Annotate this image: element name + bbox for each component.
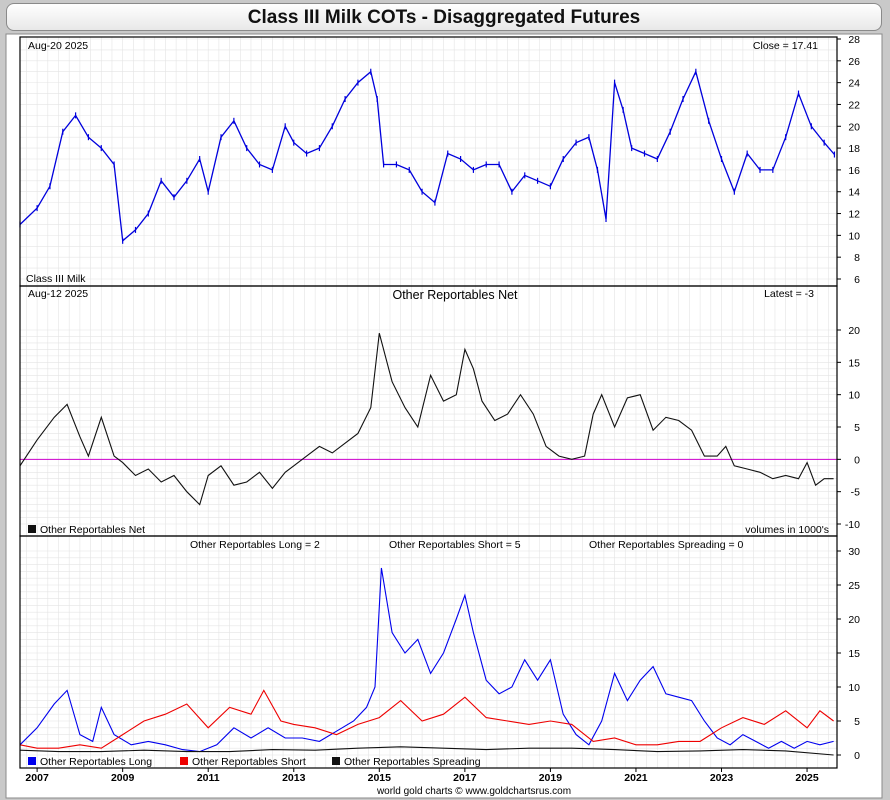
panel-2-title: Other Reportables Net (392, 288, 518, 302)
x-tick-label: 2015 (368, 772, 392, 784)
spreading-series-line (19, 746, 834, 756)
title-bar: Class III Milk COTs - Disaggregated Futu… (6, 3, 882, 31)
panel-1-name-label: Class III Milk (26, 273, 86, 285)
y-tick-label: 30 (848, 546, 860, 558)
panel-2-legend-label: Other Reportables Net (40, 524, 145, 536)
net-series-line (19, 333, 834, 506)
price-series-line (19, 69, 835, 243)
y-tick-label: -5 (851, 487, 860, 499)
y-tick-label: 8 (854, 252, 860, 264)
y-tick-label: 20 (848, 614, 860, 626)
y-tick-label: 12 (848, 209, 860, 221)
y-tick-label: 20 (848, 325, 860, 337)
legend-swatch-short (180, 757, 188, 765)
legend-swatch-spreading (332, 757, 340, 765)
y-tick-label: 10 (848, 390, 860, 402)
short-series-line (19, 689, 834, 749)
y-tick-label: 6 (854, 274, 860, 286)
footer-credit: world gold charts © www.goldchartsrus.co… (376, 786, 571, 797)
y-tick-label: 22 (848, 99, 860, 111)
legend-label-spreading: Other Reportables Spreading (344, 756, 481, 768)
y-tick-label: 26 (848, 56, 860, 68)
y-tick-label: 20 (848, 121, 860, 133)
x-tick-label: 2023 (710, 772, 734, 784)
long-series-line (19, 567, 834, 753)
y-tick-layer: 6 8 10 12 14 16 18 20 22 24 26 28 -10 -5 0 5 10 15 20 0 5 10 1… (837, 34, 860, 762)
panel-1-close-label: Close = 17.41 (753, 40, 818, 52)
x-tick-label: 2019 (539, 772, 563, 784)
y-tick-label: 15 (848, 357, 860, 369)
y-tick-label: 0 (854, 750, 860, 762)
panel-2-latest-label: Latest = -3 (764, 288, 814, 300)
panel-2-legend-swatch (28, 525, 36, 533)
y-tick-label: 15 (848, 648, 860, 660)
panel-2-date-label: Aug-12 2025 (28, 288, 88, 300)
chart-title: Class III Milk COTs - Disaggregated Futu… (247, 7, 641, 28)
panel-3-border (19, 535, 838, 769)
y-tick-label: 5 (854, 716, 860, 728)
y-tick-label: 25 (848, 580, 860, 592)
panel-3-long-label: Other Reportables Long = 2 (190, 539, 320, 551)
x-tick-label: 2017 (453, 772, 477, 784)
x-tick-label: 2007 (25, 772, 49, 784)
y-tick-label: 16 (848, 165, 860, 177)
x-tick-label: 2013 (282, 772, 306, 784)
x-tick-layer: 2007 2009 2011 2013 2015 2017 2019 2021 2023 2025 (25, 768, 819, 784)
panel-1-date-label: Aug-20 2025 (28, 40, 88, 52)
legend-swatch-long (28, 757, 36, 765)
series-layer (19, 68, 837, 756)
grid-layer (20, 37, 837, 768)
panel-3-short-label: Other Reportables Short = 5 (389, 539, 521, 551)
x-tick-label: 2011 (197, 772, 220, 784)
y-tick-label: 10 (848, 230, 860, 242)
y-tick-label: 24 (848, 78, 860, 90)
y-tick-label: -10 (845, 519, 860, 531)
y-tick-label: 18 (848, 143, 860, 155)
x-tick-label: 2025 (795, 772, 819, 784)
plot-background (5, 33, 883, 799)
y-tick-label: 0 (854, 454, 860, 466)
x-tick-label: 2021 (624, 772, 648, 784)
y-tick-label: 14 (848, 187, 860, 199)
y-tick-label: 28 (848, 34, 860, 46)
legend-label-long: Other Reportables Long (40, 756, 152, 768)
y-tick-label: 10 (848, 682, 860, 694)
y-tick-label: 5 (854, 422, 860, 434)
panel-2-units-label: volumes in 1000's (745, 524, 829, 536)
x-tick-label: 2009 (111, 772, 135, 784)
panel-3-spreading-label: Other Reportables Spreading = 0 (589, 539, 744, 551)
legend-label-short: Other Reportables Short (192, 756, 306, 768)
